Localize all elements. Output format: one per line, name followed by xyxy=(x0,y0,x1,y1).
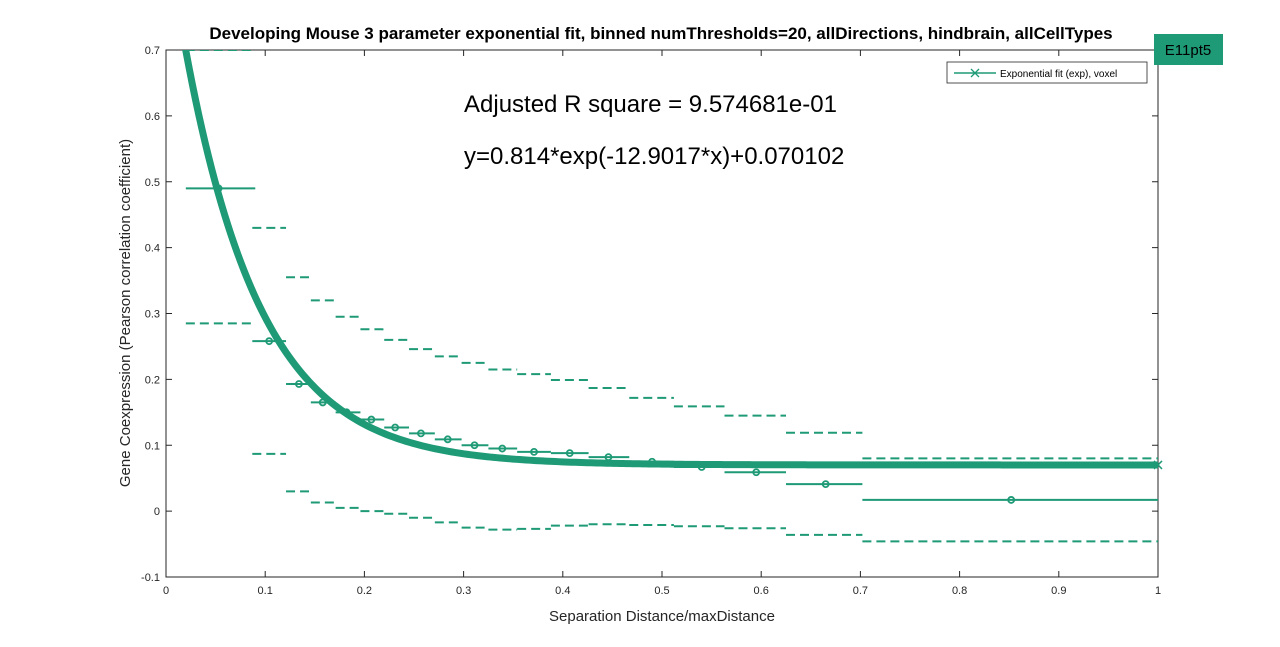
badge-label: E11pt5 xyxy=(1165,42,1211,59)
y-tick-label: 0.1 xyxy=(145,440,160,452)
bin-point xyxy=(498,444,507,453)
bin-point xyxy=(295,380,303,388)
y-tick-label: 0.3 xyxy=(145,309,160,321)
y-axis-label: Gene Coexpression (Pearson correlation c… xyxy=(117,139,134,487)
y-tick-label: 0.4 xyxy=(145,243,160,255)
bin-point xyxy=(1007,496,1016,504)
chart-title: Developing Mouse 3 parameter exponential… xyxy=(209,24,1112,43)
x-tick-label: 0.1 xyxy=(258,585,273,597)
equation-annotation: y=0.814*exp(-12.9017*x)+0.070102 xyxy=(464,143,844,170)
bin-point xyxy=(530,447,538,456)
bin-point xyxy=(318,398,327,407)
x-tick-label: 0.4 xyxy=(555,585,570,597)
bin-point xyxy=(443,435,452,444)
x-tick-label: 0 xyxy=(163,585,169,597)
bin-point xyxy=(565,449,574,458)
bin-point xyxy=(648,457,656,466)
bin-point xyxy=(265,337,274,346)
dataset-badge: E11pt5 xyxy=(1154,34,1223,65)
y-tick-label: 0.5 xyxy=(145,177,160,189)
y-tick-label: 0 xyxy=(154,506,160,518)
legend-box xyxy=(946,61,1148,84)
x-tick-label: 0.8 xyxy=(952,585,967,597)
legend[interactable]: Exponential fit (exp), voxel xyxy=(946,61,1148,84)
bin-point xyxy=(342,408,351,417)
series-layer xyxy=(182,50,1163,543)
x-tick-label: 0.3 xyxy=(456,585,471,597)
bin-point xyxy=(417,429,425,438)
y-tick-label: 0.2 xyxy=(145,374,160,386)
bin-point xyxy=(821,480,830,489)
badge-box xyxy=(1154,34,1223,65)
x-tick-label: 1 xyxy=(1155,585,1161,597)
bin-point xyxy=(391,423,400,432)
bin-point xyxy=(604,453,613,462)
x-tick-label: 0.7 xyxy=(853,585,868,597)
y-tick-label: 0.7 xyxy=(145,45,160,57)
x-tick-label: 0.9 xyxy=(1051,585,1066,597)
x-tick-label: 0.2 xyxy=(357,585,372,597)
x-tick-label: 0.5 xyxy=(654,585,669,597)
y-tick-label: 0.6 xyxy=(145,111,160,123)
x-axis-label: Separation Distance/maxDistance xyxy=(549,608,775,625)
x-tick-label: 0.6 xyxy=(754,585,769,597)
legend-entry: Exponential fit (exp), voxel xyxy=(1000,69,1117,80)
legend-marker-x-icon xyxy=(970,68,980,78)
bin-point xyxy=(470,441,479,450)
bin-point xyxy=(214,184,223,193)
y-tick-label: -0.1 xyxy=(141,572,160,584)
bin-point xyxy=(697,463,706,471)
plot-area xyxy=(165,49,1159,578)
bin-point xyxy=(367,415,376,424)
bin-point xyxy=(752,468,761,477)
r-square-annotation: Adjusted R square = 9.574681e-01 xyxy=(464,91,837,118)
fit-end-marker xyxy=(1153,460,1163,470)
x-axis: 0 0.1 0.2 0.3 0.4 0.5 0.6 0.7 0.8 0.9 1 xyxy=(163,50,1161,597)
